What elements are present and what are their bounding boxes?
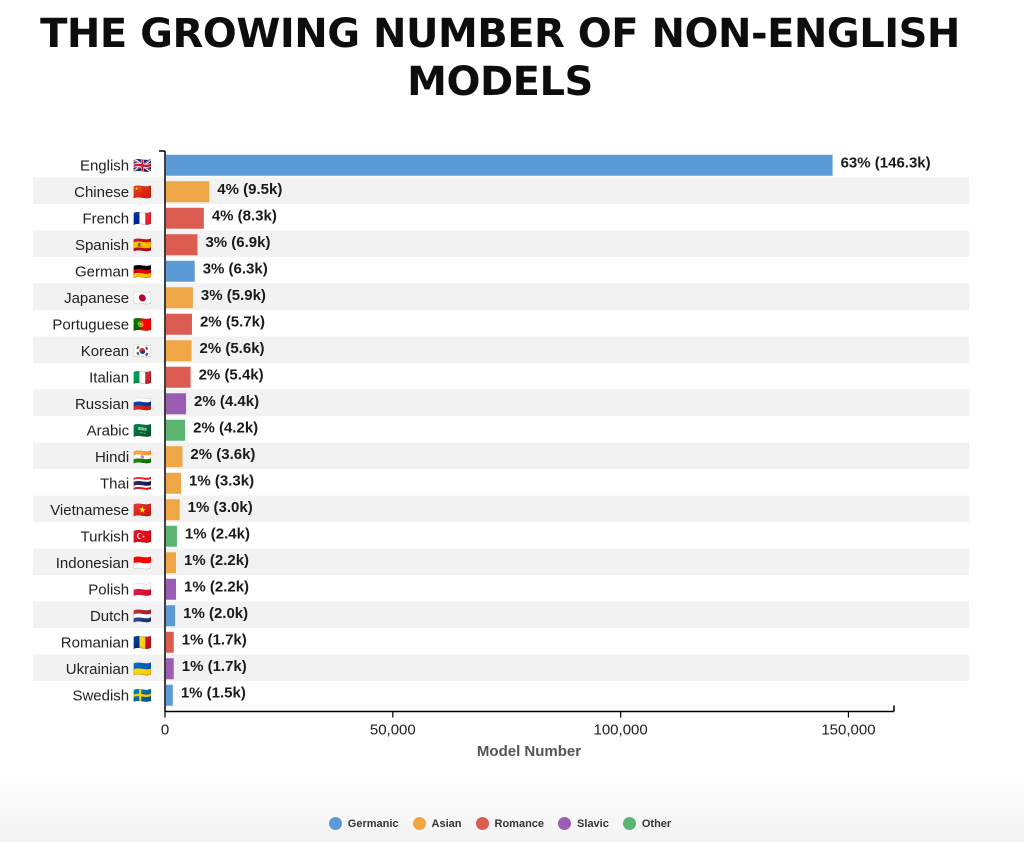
row-band	[33, 548, 969, 575]
legend-item[interactable]: Asian	[412, 817, 462, 830]
category-label: Italian 🇮🇹	[89, 369, 152, 386]
value-label: 1% (1.5k)	[181, 684, 246, 701]
legend: Germanic Asian Romance Slavic Other	[0, 817, 1000, 830]
legend-swatch	[412, 817, 426, 830]
bar	[166, 552, 177, 574]
legend-label: Romance	[494, 817, 545, 830]
value-label: 2% (5.6k)	[200, 340, 265, 357]
row-band	[33, 495, 969, 522]
x-tick-label: 0	[161, 722, 169, 739]
row-band	[33, 654, 969, 681]
bar	[166, 260, 195, 282]
value-label: 3% (5.9k)	[201, 287, 266, 304]
category-label: Russian 🇷🇺	[75, 396, 152, 413]
category-label: Japanese 🇯🇵	[64, 290, 152, 307]
legend-label: Other	[641, 817, 672, 830]
bar	[166, 446, 183, 468]
value-label: 1% (3.3k)	[189, 472, 254, 489]
row-band	[33, 442, 969, 469]
category-label: Vietnamese 🇻🇳	[50, 502, 152, 519]
value-label: 1% (1.7k)	[182, 631, 247, 648]
bar	[166, 181, 210, 203]
value-label: 63% (146.3k)	[841, 154, 931, 171]
category-label: Spanish 🇪🇸	[75, 237, 152, 254]
legend-swatch	[622, 817, 636, 830]
legend-swatch	[558, 817, 572, 830]
bar	[166, 393, 187, 415]
category-label: Thai 🇹🇭	[100, 475, 152, 492]
category-label: French 🇫🇷	[82, 210, 152, 227]
bar	[166, 472, 182, 494]
legend-item[interactable]: Slavic	[558, 817, 609, 830]
x-tick-label: 100,000	[594, 722, 648, 739]
bar	[166, 525, 177, 547]
category-label: English 🇬🇧	[80, 157, 152, 174]
bar	[166, 366, 191, 388]
value-label: 4% (8.3k)	[212, 207, 277, 224]
category-label: Korean 🇰🇷	[81, 343, 153, 360]
bar	[166, 578, 177, 600]
value-label: 1% (1.7k)	[182, 658, 247, 675]
bar	[166, 340, 192, 362]
bars	[166, 154, 833, 706]
legend-swatch	[475, 817, 489, 830]
bar	[166, 499, 180, 521]
category-label: Hindi 🇮🇳	[95, 449, 152, 466]
value-label: 2% (5.7k)	[200, 313, 265, 330]
legend-item[interactable]: Germanic	[328, 817, 399, 830]
legend-item[interactable]: Romance	[475, 817, 545, 830]
bar	[166, 684, 173, 706]
value-label: 1% (3.0k)	[188, 499, 253, 516]
legend-label: Asian	[431, 817, 462, 830]
value-label: 1% (2.2k)	[184, 578, 249, 595]
bar	[166, 234, 198, 256]
category-label: Arabic 🇸🇦	[87, 422, 153, 439]
category-label: German 🇩🇪	[75, 263, 152, 280]
axes: 0 50,000 100,000 150,000	[159, 150, 895, 739]
category-label: Swedish 🇸🇪	[72, 687, 152, 704]
value-label: 2% (4.4k)	[194, 393, 259, 410]
value-label: 1% (2.4k)	[185, 525, 250, 542]
legend-label: Slavic	[577, 817, 609, 830]
category-label: Dutch 🇳🇱	[90, 608, 152, 625]
legend-item[interactable]: Other	[622, 817, 672, 830]
category-label: Portuguese 🇵🇹	[52, 316, 152, 333]
value-label: 2% (5.4k)	[199, 366, 264, 383]
value-label: 3% (6.3k)	[203, 260, 268, 277]
category-label: Romanian 🇷🇴	[61, 634, 153, 651]
chart-title: THE GROWING NUMBER OF NON-ENGLISH MODELS	[40, 11, 960, 105]
value-label: 1% (2.2k)	[184, 552, 249, 569]
x-tick-label: 50,000	[370, 722, 416, 739]
legend-label: Germanic	[347, 817, 399, 830]
legend-swatch	[328, 817, 342, 830]
bar	[166, 287, 193, 309]
bar	[166, 605, 176, 627]
row-band	[33, 601, 969, 628]
value-label: 1% (2.0k)	[183, 605, 248, 622]
value-labels: 63% (146.3k) 4% (9.5k) 4% (8.3k) 3% (6.9k) 3…	[181, 154, 931, 701]
bar	[166, 631, 174, 653]
category-label: Turkish 🇹🇷	[81, 528, 153, 545]
x-axis-title: Model Number	[477, 743, 581, 760]
category-label: Polish 🇵🇱	[88, 581, 152, 598]
x-tick-label: 150,000	[821, 722, 875, 739]
category-label: Chinese 🇨🇳	[74, 184, 152, 201]
value-label: 4% (9.5k)	[217, 181, 282, 198]
bar	[166, 658, 174, 680]
bar	[166, 207, 204, 229]
y-axis-labels: English 🇬🇧 Chinese 🇨🇳 French 🇫🇷 Spanish 🇪🇸 G…	[50, 157, 152, 704]
row-band	[33, 389, 969, 416]
bar	[166, 313, 192, 335]
value-label: 3% (6.9k)	[205, 234, 270, 251]
category-label: Indonesian 🇮🇩	[56, 555, 153, 572]
bar	[166, 154, 833, 176]
category-label: Ukrainian 🇺🇦	[66, 661, 153, 678]
bar-chart: English 🇬🇧 Chinese 🇨🇳 French 🇫🇷 Spanish 🇪🇸 G…	[33, 150, 969, 760]
value-label: 2% (3.6k)	[190, 446, 255, 463]
value-label: 2% (4.2k)	[193, 419, 258, 436]
bar	[166, 419, 186, 441]
